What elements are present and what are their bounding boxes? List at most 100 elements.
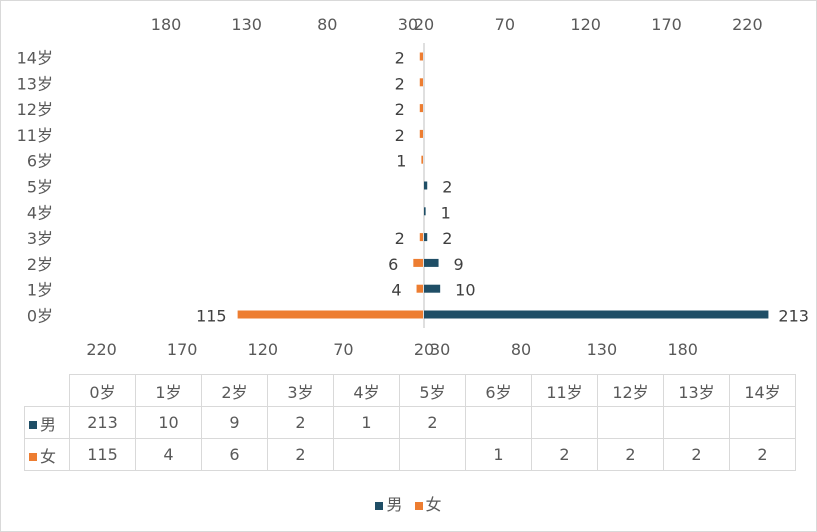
female-data-label: 1 <box>396 152 406 171</box>
top-axis-tick: 170 <box>651 15 682 34</box>
bottom-axis-tick: 180 <box>667 340 698 359</box>
table-cell <box>597 406 664 439</box>
table-cell: 10 <box>135 406 202 439</box>
top-axis-tick: 130 <box>231 15 262 34</box>
table-cell: 1 <box>465 438 532 471</box>
bottom-axis-tick: 80 <box>511 340 531 359</box>
table-cell: 115 <box>69 438 136 471</box>
category-label: 13岁 <box>17 74 53 93</box>
legend-label: 男 <box>386 495 403 514</box>
bottom-axis-tick: 20 <box>414 340 434 359</box>
table-cell: 9 <box>201 406 268 439</box>
female-bar <box>419 233 423 242</box>
male-bar <box>424 181 428 190</box>
male-bar <box>424 258 439 267</box>
female-bar <box>419 52 423 61</box>
data-table: 0岁 1岁 2岁 3岁 4岁 5岁 6岁 11岁 12岁 13岁 14岁男 213 10 9 2 1 2 女 115… <box>24 374 796 471</box>
category-label: 5岁 <box>27 178 53 197</box>
table-cell <box>465 406 532 439</box>
female-bar <box>419 104 423 113</box>
bottom-axis-tick: 70 <box>333 340 353 359</box>
category-label: 2岁 <box>27 255 53 274</box>
female-bar <box>419 129 423 138</box>
female-bar <box>237 310 423 319</box>
male-bar <box>424 233 428 242</box>
table-cell: 2 <box>597 438 664 471</box>
legend: 男女 <box>0 491 817 515</box>
male-data-label: 2 <box>442 178 452 197</box>
male-data-label: 2 <box>442 229 452 248</box>
table-cell: 6 <box>201 438 268 471</box>
table-cell <box>333 438 400 471</box>
legend-item: 男 <box>375 495 403 514</box>
female-data-label: 2 <box>395 100 405 119</box>
top-axis-tick: 80 <box>317 15 337 34</box>
top-axis-tick: 120 <box>570 15 601 34</box>
table-cell: 2 <box>663 438 730 471</box>
table-cell: 1 <box>333 406 400 439</box>
table-header-cell: 2岁 <box>201 374 268 407</box>
bottom-axis-tick: 30 <box>430 340 450 359</box>
table-header-cell: 12岁 <box>597 374 664 407</box>
female-data-label: 115 <box>196 307 227 326</box>
category-label: 11岁 <box>17 126 53 145</box>
legend-label: 女 <box>425 495 442 514</box>
legend-key-swatch <box>29 453 37 461</box>
male-bar <box>424 284 441 293</box>
table-cell <box>729 406 796 439</box>
table-cell <box>399 438 466 471</box>
legend-item: 女 <box>414 495 442 514</box>
category-label: 12岁 <box>17 100 53 119</box>
table-header-cell: 5岁 <box>399 374 466 407</box>
female-data-label: 4 <box>391 281 401 300</box>
male-data-label: 10 <box>455 281 475 300</box>
table-series-label: 女 <box>24 438 70 471</box>
table-cell: 4 <box>135 438 202 471</box>
table-series-label: 男 <box>24 406 70 439</box>
category-label: 4岁 <box>27 203 53 222</box>
table-cell: 213 <box>69 406 136 439</box>
table-header-cell: 3岁 <box>267 374 334 407</box>
top-axis-tick: 220 <box>732 15 763 34</box>
male-bar <box>424 207 426 216</box>
bottom-axis-tick: 130 <box>587 340 618 359</box>
legend-swatch <box>414 501 423 510</box>
female-data-label: 2 <box>395 126 405 145</box>
category-label: 1岁 <box>27 281 53 300</box>
top-axis-tick: 30 <box>398 15 418 34</box>
female-bar <box>416 284 423 293</box>
table-cell <box>531 406 598 439</box>
table-header-cell: 14岁 <box>729 374 796 407</box>
table-cell: 2 <box>399 406 466 439</box>
male-bar <box>424 310 769 319</box>
table-header-cell: 6岁 <box>465 374 532 407</box>
table-cell <box>663 406 730 439</box>
top-axis-tick: 180 <box>151 15 182 34</box>
table-cell: 2 <box>267 406 334 439</box>
female-bar <box>419 78 423 87</box>
category-label: 0岁 <box>27 307 53 326</box>
data-labels: 213 115 10 4 9 6 2 2 1 2 1 2 2 2 2 <box>196 49 809 326</box>
table-corner <box>24 374 70 407</box>
male-data-label: 9 <box>454 255 464 274</box>
female-data-label: 2 <box>395 49 405 68</box>
series-name: 男 <box>40 414 57 434</box>
table-row: 女 115 4 6 2 1 2 2 2 2 <box>24 438 796 471</box>
male-data-label: 213 <box>778 307 809 326</box>
legend-swatch <box>375 501 384 510</box>
table-header-cell: 13岁 <box>663 374 730 407</box>
table-header-cell: 1岁 <box>135 374 202 407</box>
bars <box>237 52 769 319</box>
category-label: 6岁 <box>27 152 53 171</box>
table-header-cell: 4岁 <box>333 374 400 407</box>
category-axis: 0岁 1岁 2岁 3岁 4岁 5岁 6岁 11岁 12岁 13岁 14岁 <box>17 49 53 326</box>
table-header-cell: 11岁 <box>531 374 598 407</box>
table-cell: 2 <box>267 438 334 471</box>
top-axis-tick: 20 <box>414 15 434 34</box>
bottom-axis-tick: 220 <box>86 340 117 359</box>
female-bar <box>413 258 423 267</box>
bottom-axis-tick: 170 <box>167 340 198 359</box>
